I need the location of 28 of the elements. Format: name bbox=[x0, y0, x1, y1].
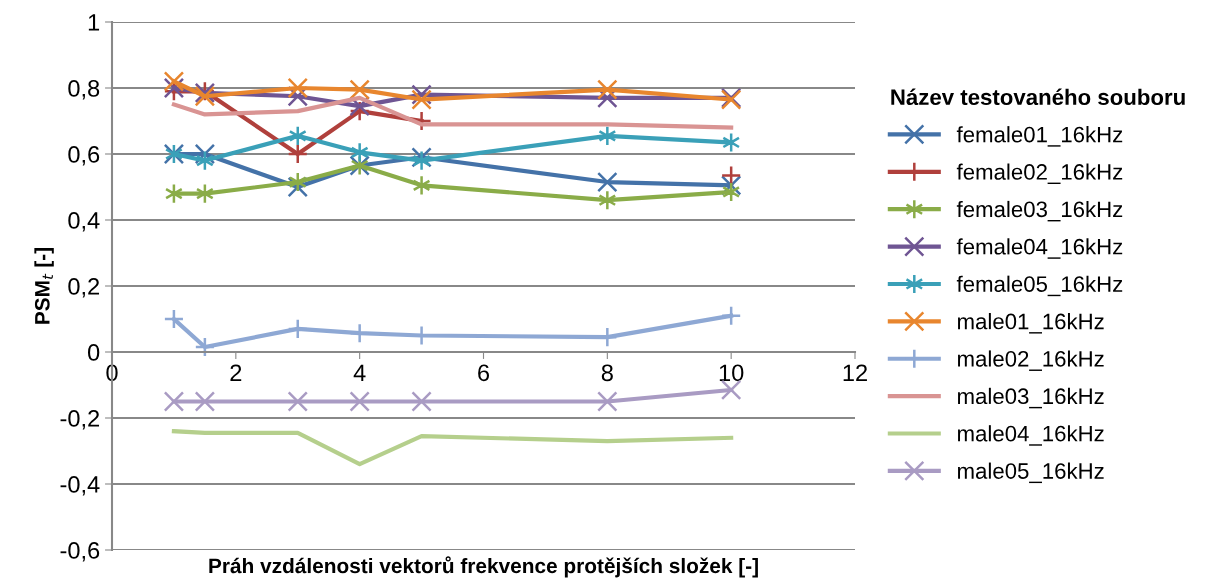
x-tick-label: 2 bbox=[230, 364, 242, 381]
legend-label: male03_16kHz bbox=[958, 387, 1104, 409]
x-tick-label: 10 bbox=[719, 364, 744, 382]
legend-label: female03_16kHz bbox=[956, 200, 1123, 222]
legend-label: female01_16kHz bbox=[956, 126, 1123, 147]
legend-title: Název testovaného souboru bbox=[891, 88, 1185, 106]
legend-label: male02_16kHz bbox=[958, 350, 1104, 371]
y-tick-label: 1 bbox=[88, 14, 100, 31]
x-tick-label: 4 bbox=[353, 364, 366, 381]
x-tick-label: 6 bbox=[478, 364, 490, 382]
x-axis-title: Práh vzdálenosti vektorů frekvence protějších složek [-] bbox=[209, 556, 758, 578]
y-axis-title: PSM$_{t}$ [-] bbox=[34, 248, 54, 324]
y-tick-label: -0,6 bbox=[60, 542, 100, 562]
legend-label: male01_16kHz bbox=[958, 313, 1104, 334]
legend-label: male05_16kHz bbox=[958, 462, 1104, 484]
y-tick-label: -0,2 bbox=[60, 410, 100, 430]
legend-label: female02_16kHz bbox=[956, 163, 1123, 185]
y-tick-label: 0,8 bbox=[68, 80, 100, 100]
y-tick-label: 0,6 bbox=[68, 146, 100, 166]
y-tick-label: 0,4 bbox=[68, 212, 100, 232]
y-tick-label: -0,4 bbox=[60, 476, 100, 496]
y-tick-label: 0,2 bbox=[68, 278, 100, 298]
legend-label: female05_16kHz bbox=[956, 275, 1123, 297]
y-tick-label: 0 bbox=[87, 344, 100, 361]
legend-label: male04_16kHz bbox=[958, 425, 1104, 446]
x-tick-label: 12 bbox=[843, 364, 867, 381]
x-tick-label: 8 bbox=[601, 364, 613, 382]
legend-label: female04_16kHz bbox=[956, 238, 1123, 259]
